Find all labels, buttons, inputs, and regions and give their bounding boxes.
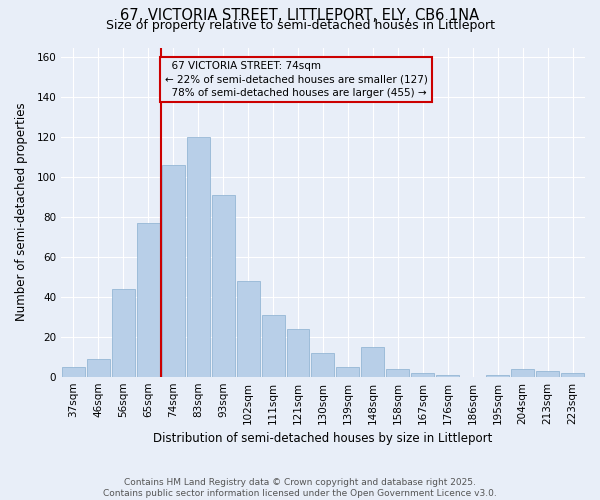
Bar <box>536 370 559 376</box>
Y-axis label: Number of semi-detached properties: Number of semi-detached properties <box>15 103 28 322</box>
Bar <box>212 195 235 376</box>
Bar <box>262 315 284 376</box>
Bar <box>287 329 310 376</box>
Bar <box>311 352 334 376</box>
Text: Size of property relative to semi-detached houses in Littleport: Size of property relative to semi-detach… <box>106 19 494 32</box>
Bar <box>561 372 584 376</box>
Bar <box>361 347 385 376</box>
Text: 67 VICTORIA STREET: 74sqm
← 22% of semi-detached houses are smaller (127)
  78% : 67 VICTORIA STREET: 74sqm ← 22% of semi-… <box>164 62 427 98</box>
Bar <box>137 223 160 376</box>
Bar <box>486 374 509 376</box>
Text: Contains HM Land Registry data © Crown copyright and database right 2025.
Contai: Contains HM Land Registry data © Crown c… <box>103 478 497 498</box>
Bar <box>187 138 209 376</box>
Bar <box>412 372 434 376</box>
Bar <box>337 366 359 376</box>
Bar <box>87 358 110 376</box>
Bar <box>386 368 409 376</box>
Bar <box>112 289 135 376</box>
Bar <box>436 374 459 376</box>
Text: 67, VICTORIA STREET, LITTLEPORT, ELY, CB6 1NA: 67, VICTORIA STREET, LITTLEPORT, ELY, CB… <box>121 8 479 22</box>
Bar <box>236 281 260 376</box>
Bar <box>162 165 185 376</box>
Bar <box>511 368 534 376</box>
X-axis label: Distribution of semi-detached houses by size in Littleport: Distribution of semi-detached houses by … <box>153 432 493 445</box>
Bar <box>62 366 85 376</box>
